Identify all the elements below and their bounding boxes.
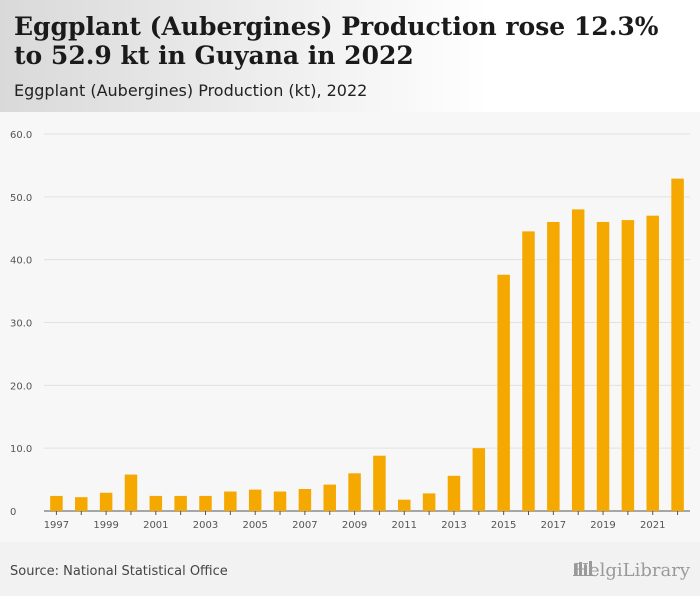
bar-2005 [248, 489, 262, 511]
x-tick-label: 2009 [342, 520, 367, 531]
bar-2010 [373, 455, 386, 511]
bar-2017 [547, 221, 560, 511]
library-icon [573, 561, 596, 576]
bar-2009 [348, 473, 361, 511]
source-note: Source: National Statistical Office [10, 564, 228, 579]
x-tick-label: 2005 [242, 520, 267, 531]
y-tick-label: 0 [10, 507, 16, 518]
x-tick-label: 2007 [292, 520, 317, 531]
helgi-library-logo: HelgiLibrary [573, 560, 690, 581]
x-tick-label: 2003 [193, 520, 218, 531]
chart-title: Eggplant (Aubergines) Production rose 12… [14, 12, 659, 70]
bar-2018 [571, 209, 585, 511]
x-tick-label: 2015 [491, 520, 516, 531]
bar-1997 [50, 495, 63, 511]
x-tick-label: 2011 [392, 520, 417, 531]
y-tick-label: 30.0 [10, 319, 32, 330]
bar-2011 [398, 499, 411, 511]
bar-2016 [522, 231, 535, 511]
bar-2013 [447, 475, 461, 511]
x-tick-label: 2021 [640, 520, 665, 531]
chart-subtitle: Eggplant (Aubergines) Production (kt), 2… [14, 81, 368, 100]
bar-2022 [671, 178, 684, 511]
bar-2003 [199, 495, 212, 511]
bar-2002 [174, 495, 187, 511]
bar-1998 [75, 497, 88, 511]
y-tick-label: 20.0 [10, 381, 32, 392]
y-tick-label: 50.0 [10, 193, 32, 204]
logo-text: HelgiLibrary [573, 560, 690, 581]
y-tick-label: 60.0 [10, 130, 32, 141]
header-band: Eggplant (Aubergines) Production rose 12… [0, 0, 700, 112]
bar-chart: 60.0 50.0 40.0 30.0 20.0 10.0 0 1997 1999 2001 200… [10, 130, 690, 531]
x-tick-label: 1997 [44, 520, 69, 531]
x-tick-label: 2017 [541, 520, 566, 531]
bar-2008 [323, 484, 336, 511]
y-tick-label: 10.0 [10, 444, 32, 455]
bar-2007 [298, 489, 312, 511]
bar-2004 [224, 491, 237, 511]
x-tick-label: 1999 [93, 520, 118, 531]
bar-2019 [596, 221, 610, 511]
bar-2006 [273, 491, 287, 511]
x-tick-label: 2001 [143, 520, 168, 531]
x-tick-label: 2019 [590, 520, 615, 531]
bar-2012 [422, 493, 436, 511]
x-tick-label: 2013 [441, 520, 466, 531]
bar-2020 [621, 220, 635, 511]
bar-2021 [646, 215, 659, 511]
bar-2015 [497, 274, 510, 511]
bar-2001 [149, 495, 163, 511]
bar-1999 [99, 492, 113, 511]
bar-2000 [124, 474, 138, 511]
chart-area: 60.0 50.0 40.0 30.0 20.0 10.0 0 1997 1999 2001 200… [0, 112, 700, 542]
y-tick-label: 40.0 [10, 256, 32, 267]
bar-2014 [472, 448, 486, 511]
